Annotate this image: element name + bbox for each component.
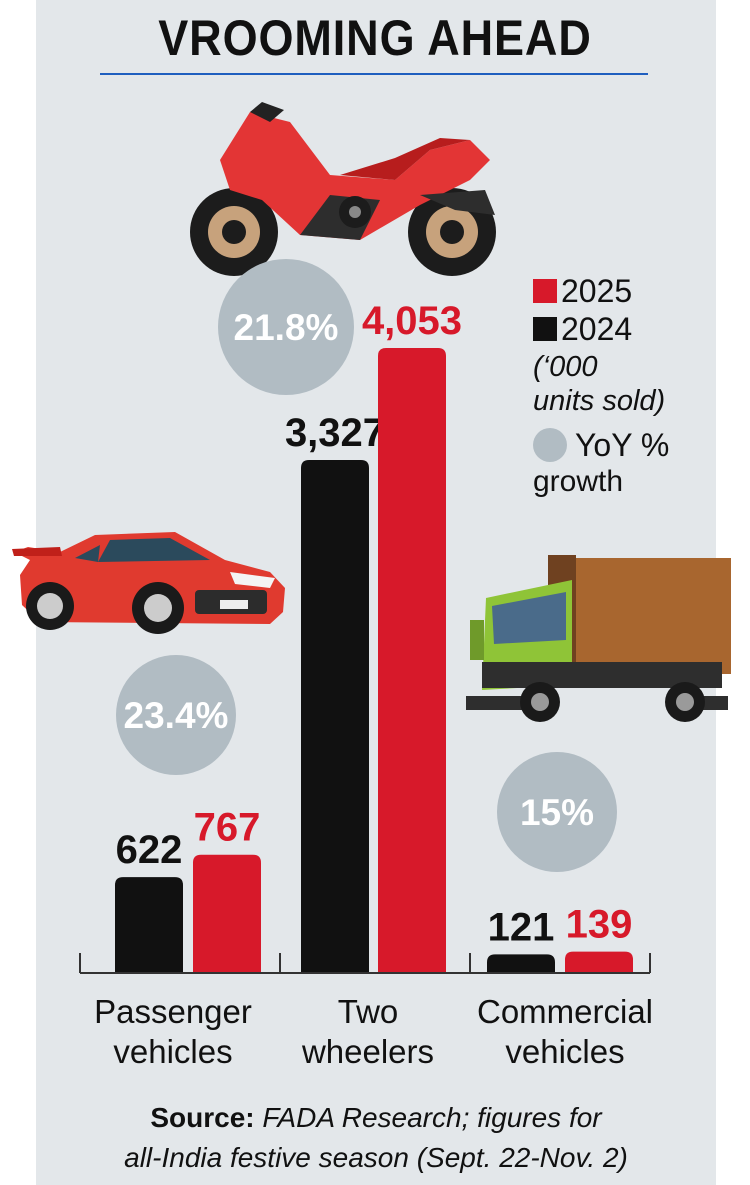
truck-icon (466, 555, 731, 722)
motorcycle-icon (190, 102, 496, 276)
bar-2024 (487, 954, 555, 973)
title-underline (100, 73, 648, 75)
bar-2025 (193, 854, 261, 973)
growth-label: 23.4% (124, 695, 229, 736)
chart-title: VROOMING AHEAD (158, 10, 592, 66)
category-line1: Commercial (476, 993, 654, 1030)
bar-2025 (378, 348, 446, 973)
category-label-commercial-vehicles: Commercial vehicles (455, 992, 675, 1072)
legend-item-2025: 2025 (533, 272, 669, 310)
category-label-passenger-vehicles: Passenger vehicles (63, 992, 283, 1072)
value-label-2024: 622 (116, 828, 183, 872)
category-line1: Passenger (94, 993, 252, 1030)
legend-item-growth: YoY % growth (533, 426, 669, 500)
value-label-2025: 4,053 (362, 299, 462, 343)
legend-label-2025: 2025 (561, 273, 633, 309)
growth-bubble (497, 752, 617, 872)
sports-car-icon (12, 532, 285, 634)
value-label-2024: 121 (488, 905, 555, 949)
category-line1: Two (337, 993, 399, 1030)
source-label: Source: (150, 1102, 255, 1133)
bar-2024 (301, 459, 369, 973)
legend-label-2024: 2024 (561, 311, 633, 347)
legend: 2025 2024 (‘000 units sold) YoY % growth (533, 272, 669, 500)
bar-2025 (565, 951, 633, 973)
units-line2: units sold) (533, 385, 666, 417)
value-label-2025: 767 (194, 806, 261, 850)
value-label-2024: 3,327 (285, 411, 385, 455)
legend-growth-line2: growth (533, 465, 624, 498)
category-line2: vehicles (505, 1033, 625, 1070)
growth-label: 15% (520, 792, 594, 833)
legend-swatch-2025 (533, 279, 557, 303)
category-line2: vehicles (113, 1033, 233, 1070)
units-line1: (‘000 (533, 351, 598, 383)
source-text-line2: all-India festive season (Sept. 22-Nov. … (124, 1142, 628, 1173)
growth-bubble (116, 655, 236, 775)
source-note: Source: FADA Research; figures for all-I… (36, 1098, 716, 1178)
category-line2: wheelers (301, 1033, 435, 1070)
growth-label: 21.8% (234, 307, 339, 348)
category-label-two-wheelers: Two wheelers (258, 992, 478, 1072)
growth-bubble (218, 259, 354, 395)
legend-swatch-2024 (533, 317, 557, 341)
legend-swatch-growth (533, 428, 567, 462)
legend-units-note: (‘000 units sold) (533, 350, 669, 418)
legend-item-2024: 2024 (533, 310, 669, 348)
source-text-line1: FADA Research; figures for (262, 1102, 602, 1133)
bar-2024 (115, 877, 183, 973)
legend-growth-line1: YoY % (575, 427, 670, 463)
value-label-2025: 139 (566, 903, 633, 947)
